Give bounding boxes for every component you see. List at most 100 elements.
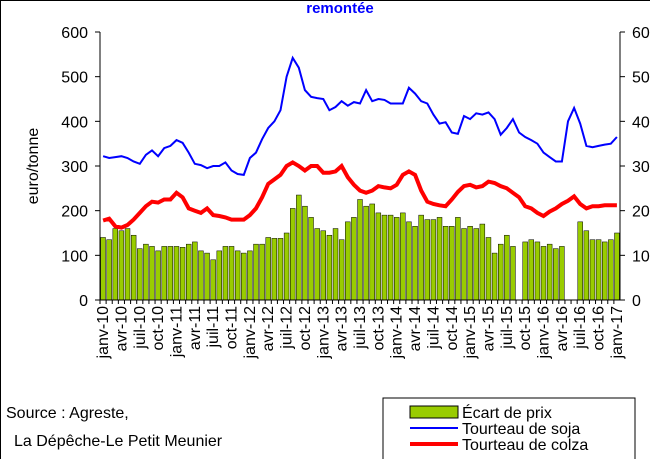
bar	[137, 248, 143, 301]
bar	[241, 252, 247, 301]
x-tick-label: juil-10	[132, 306, 149, 350]
bar	[283, 232, 290, 301]
bar	[602, 241, 608, 301]
bar	[442, 226, 449, 301]
x-tick-label: juil-14	[425, 306, 442, 350]
x-tick-label: oct-14	[444, 306, 461, 351]
bar	[259, 243, 265, 301]
bar	[130, 234, 137, 301]
bar	[504, 234, 510, 301]
bar	[124, 228, 131, 301]
bar	[167, 246, 174, 301]
bar	[332, 228, 339, 301]
y-tick-label: 500	[61, 70, 88, 87]
x-tick-label: janv-13	[315, 306, 332, 360]
y-tick-label: 300	[61, 159, 88, 176]
x-tick-label: avr-13	[334, 306, 351, 351]
y2-tick-label: 100	[632, 248, 650, 265]
y-axis-label: euro/tonne	[25, 128, 42, 205]
bar	[522, 241, 528, 301]
bar	[473, 228, 479, 301]
bar	[461, 228, 467, 301]
x-tick-label: janv-12	[242, 306, 259, 360]
legend-label: Tourteau de soja	[462, 421, 580, 438]
bar	[546, 243, 553, 301]
bar	[290, 208, 296, 301]
bar	[320, 230, 326, 301]
x-tick-label: janv-15	[462, 306, 479, 360]
bar	[375, 212, 382, 301]
bar	[186, 243, 192, 301]
bar	[387, 214, 394, 301]
bar	[589, 239, 596, 301]
bar	[106, 239, 112, 301]
bar	[143, 243, 149, 301]
bar	[424, 219, 430, 301]
x-tick-label: oct-13	[370, 306, 387, 351]
bar	[528, 239, 534, 301]
bar	[498, 243, 504, 301]
bar	[553, 248, 559, 301]
y-tick-label: 100	[61, 248, 88, 265]
y2-tick-label: 500	[632, 70, 650, 87]
bar	[363, 205, 369, 301]
x-tick-label: oct-16	[591, 306, 608, 351]
bar	[302, 205, 308, 301]
x-tick-label: avr-15	[480, 306, 497, 351]
x-tick-label: oct-15	[517, 306, 534, 351]
bar	[455, 217, 461, 301]
bar	[394, 217, 400, 301]
x-tick-label: juil-16	[572, 306, 589, 350]
source: La Dépêche-Le Petit Meunier	[14, 433, 223, 450]
x-tick-label: janv-14	[389, 306, 406, 360]
bar	[222, 246, 229, 301]
bar	[253, 243, 259, 301]
y2-tick-label: 600	[632, 25, 650, 42]
bar	[449, 226, 455, 301]
bar	[510, 246, 516, 301]
y2-tick-label: 300	[632, 159, 650, 176]
bar	[247, 250, 253, 301]
bar	[614, 232, 620, 301]
bar	[204, 252, 210, 301]
bar	[112, 228, 118, 301]
x-tick-label: janv-11	[168, 306, 185, 358]
bar	[479, 223, 486, 301]
bar	[326, 234, 333, 301]
bar	[155, 250, 161, 301]
bar	[308, 217, 314, 301]
bar	[173, 246, 180, 301]
legend-swatch	[409, 405, 459, 419]
x-tick-label: avr-14	[407, 306, 424, 351]
bar	[381, 214, 388, 301]
x-tick-label: juil-13	[352, 306, 369, 350]
bar	[369, 203, 375, 301]
y-tick-label: 600	[61, 25, 88, 42]
x-tick-label: oct-10	[150, 306, 167, 351]
x-tick-label: juil-12	[279, 306, 296, 350]
bar	[491, 252, 498, 301]
chart-title: remontée	[306, 0, 374, 17]
bar	[436, 217, 443, 301]
bar	[100, 237, 106, 301]
bar	[118, 230, 125, 301]
bar	[583, 230, 590, 301]
y-tick-label: 400	[61, 114, 88, 131]
bar	[418, 214, 424, 301]
legend-label: Écart de prix	[462, 403, 552, 422]
bar	[357, 199, 363, 301]
bar	[161, 246, 167, 301]
x-tick-label: janv-17	[609, 306, 626, 360]
y2-tick-label: 400	[632, 114, 650, 131]
bar	[351, 217, 357, 301]
bar	[345, 221, 351, 301]
y2-tick-label: 200	[632, 204, 650, 221]
bar	[277, 238, 284, 301]
bar	[314, 228, 320, 301]
x-tick-label: avr-16	[554, 306, 571, 351]
bar	[149, 246, 155, 301]
bar	[296, 194, 302, 301]
bar	[228, 246, 235, 301]
bar	[412, 226, 418, 301]
bar	[179, 247, 186, 301]
